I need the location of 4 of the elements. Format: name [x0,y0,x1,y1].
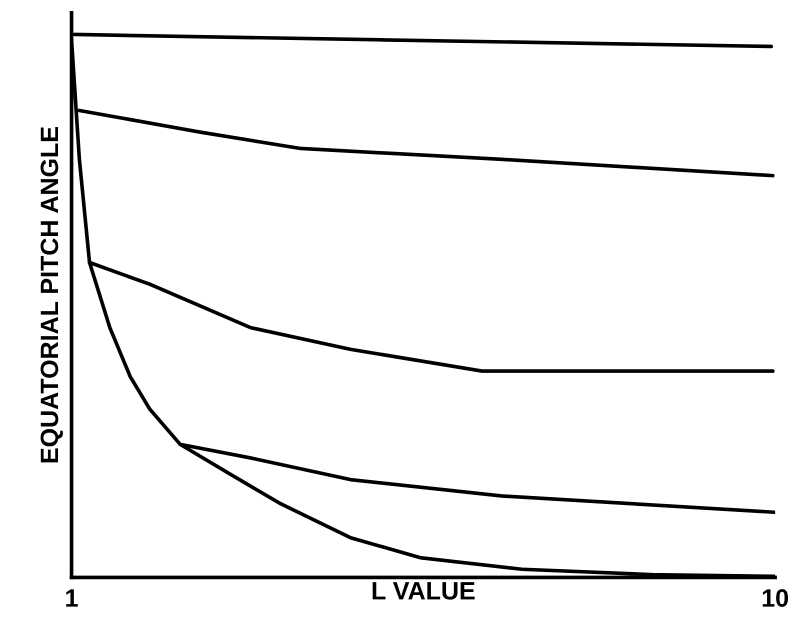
x-tick-label: 10 [762,589,788,607]
x-tick-label: 1 [66,589,78,607]
y-axis-title: EQUATORIAL PITCH ANGLE [40,127,63,462]
x-axis-title: L VALUE [372,582,475,600]
